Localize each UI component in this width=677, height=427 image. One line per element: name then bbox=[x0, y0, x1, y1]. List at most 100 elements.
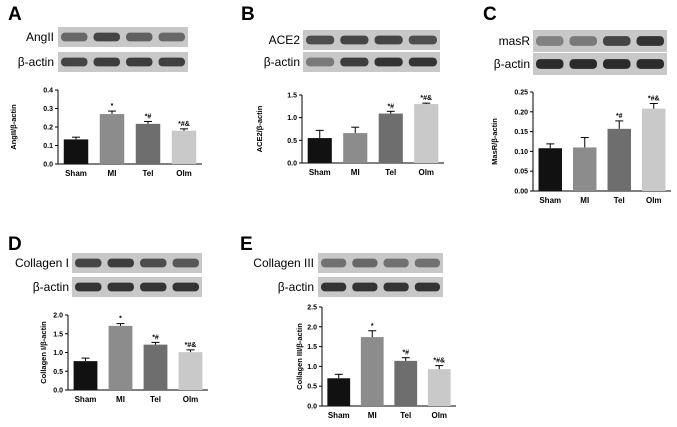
bar bbox=[99, 114, 125, 164]
x-category-label: Olm bbox=[646, 196, 662, 205]
blot-band bbox=[321, 258, 347, 268]
blot-band bbox=[603, 59, 631, 69]
y-tick-label: 0.5 bbox=[287, 138, 297, 145]
significance-marker: * bbox=[119, 316, 122, 323]
bar bbox=[414, 104, 439, 163]
bar bbox=[642, 108, 666, 191]
blot-strip-actin bbox=[72, 277, 202, 297]
blot-loading-label: β-actin bbox=[18, 55, 54, 69]
figure-panels: A AngII β-actin 0.0 0.1 0.2 0.3 0.4 AngII/β-acti… bbox=[8, 4, 671, 420]
blot-band bbox=[408, 57, 437, 67]
bar-chart: 0.0 0.5 1.0 1.5 2.0 2.5 Collagen III/β-actin Sh… bbox=[295, 305, 456, 420]
y-tick-label: 0.4 bbox=[43, 88, 53, 95]
bar-chart: 0.0 0.1 0.2 0.3 0.4 AngII/β-actin Sham * MI *# Tel… bbox=[9, 88, 202, 178]
x-category-label: MI bbox=[108, 169, 117, 178]
bar bbox=[63, 139, 89, 164]
blot-band bbox=[61, 32, 88, 42]
y-tick-label: 0.25 bbox=[514, 90, 528, 97]
blot-band bbox=[374, 57, 403, 67]
x-category-label: Tel bbox=[614, 196, 625, 205]
x-category-label: Olm bbox=[176, 169, 192, 178]
y-tick-label: 1.5 bbox=[287, 93, 297, 100]
blot-band bbox=[75, 258, 102, 268]
y-tick-label: 2.5 bbox=[307, 305, 317, 312]
x-category-label: Olm bbox=[418, 168, 434, 177]
blot-band bbox=[414, 282, 440, 292]
y-axis-label: Collagen III/β-actin bbox=[295, 323, 304, 390]
significance-marker: *#& bbox=[433, 358, 445, 365]
x-category-label: Sham bbox=[539, 196, 561, 205]
blot-band bbox=[340, 57, 369, 67]
bar bbox=[327, 378, 351, 406]
x-category-label: Tel bbox=[385, 168, 396, 177]
blot-strip-actin bbox=[58, 52, 188, 72]
significance-marker: *# bbox=[145, 113, 152, 120]
panel-label: A bbox=[8, 4, 22, 25]
blot-loading-label: β-actin bbox=[264, 55, 300, 69]
y-axis-label: ACE2/β-actin bbox=[255, 105, 264, 152]
blot-strip-target bbox=[58, 27, 188, 47]
bar bbox=[171, 130, 197, 164]
significance-marker: *#& bbox=[420, 95, 432, 102]
y-tick-label: 0.3 bbox=[43, 106, 53, 113]
bar bbox=[73, 361, 98, 390]
y-tick-label: 0.5 bbox=[53, 369, 63, 376]
panel-label: C bbox=[483, 4, 497, 25]
y-tick-label: 0.15 bbox=[514, 129, 528, 136]
panel-label: D bbox=[8, 234, 22, 255]
significance-marker: * bbox=[371, 323, 374, 330]
blot-loading-label: β-actin bbox=[494, 57, 530, 71]
panel-a: A AngII β-actin 0.0 0.1 0.2 0.3 0.4 AngII/β-acti… bbox=[8, 4, 202, 178]
significance-marker: *#& bbox=[178, 121, 190, 128]
blot-band bbox=[352, 258, 378, 268]
y-tick-label: 2.0 bbox=[307, 324, 317, 331]
y-tick-label: 0.0 bbox=[307, 404, 317, 411]
blot-band bbox=[107, 282, 134, 292]
x-category-label: Tel bbox=[400, 411, 411, 420]
blot-protein-label: Collagen I bbox=[15, 256, 69, 270]
y-tick-label: 0.0 bbox=[43, 162, 53, 169]
blot-band bbox=[383, 258, 409, 268]
blot-band bbox=[636, 59, 664, 69]
bar-chart: 0.0 0.5 1.0 1.5 2.0 Collagen I/β-actin Sham * MI… bbox=[39, 313, 208, 404]
blot-strip-target bbox=[72, 253, 202, 273]
y-tick-label: 1.0 bbox=[53, 350, 63, 357]
blot-band bbox=[158, 57, 185, 67]
y-tick-label: 1.0 bbox=[287, 115, 297, 122]
bar-chart: 0.00 0.05 0.10 0.15 0.20 0.25 MasR/β-actin Sham… bbox=[490, 90, 671, 205]
x-category-label: MI bbox=[368, 411, 377, 420]
panel-label: E bbox=[240, 234, 253, 255]
blot-band bbox=[61, 57, 88, 67]
y-tick-label: 0.2 bbox=[43, 125, 53, 132]
blot-band bbox=[352, 282, 378, 292]
bar bbox=[607, 128, 631, 191]
blot-protein-label: AngII bbox=[26, 30, 54, 44]
x-category-label: Sham bbox=[328, 411, 350, 420]
x-category-label: Tel bbox=[150, 395, 161, 404]
blot-strip-actin bbox=[303, 52, 440, 72]
x-category-label: MI bbox=[116, 395, 125, 404]
y-axis-label: AngII/β-actin bbox=[9, 104, 18, 150]
blot-strip-target bbox=[318, 253, 443, 273]
blot-band bbox=[126, 57, 153, 67]
blot-band bbox=[414, 258, 440, 268]
significance-marker: *# bbox=[387, 103, 394, 110]
bar-chart: 0.0 0.5 1.0 1.5 ACE2/β-actin Sham MI *# Tel *#& Ol… bbox=[255, 93, 444, 177]
blot-band bbox=[569, 36, 597, 46]
bar bbox=[307, 138, 332, 163]
significance-marker: *#& bbox=[185, 342, 197, 349]
y-axis-label: Collagen I/β-actin bbox=[39, 321, 48, 384]
y-tick-label: 1.0 bbox=[307, 364, 317, 371]
blot-band bbox=[75, 282, 102, 292]
blot-band bbox=[140, 258, 167, 268]
significance-marker: *#& bbox=[648, 95, 660, 102]
blot-band bbox=[93, 57, 120, 67]
significance-marker: * bbox=[111, 103, 114, 110]
blot-band bbox=[306, 35, 335, 45]
bar bbox=[427, 369, 451, 406]
x-category-label: MI bbox=[580, 196, 589, 205]
blot-strip-actin bbox=[533, 53, 667, 75]
y-tick-label: 1.5 bbox=[307, 344, 317, 351]
